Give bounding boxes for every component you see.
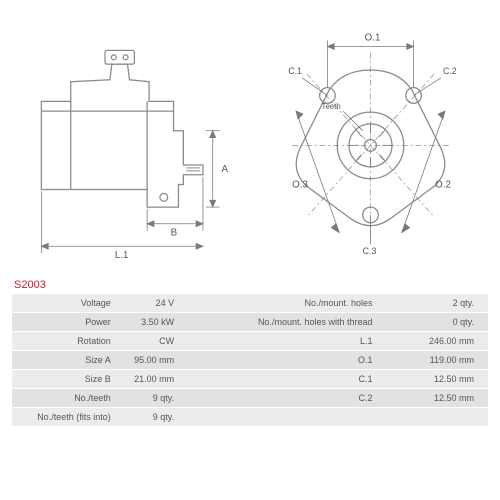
- dim-o2-label: O.2: [435, 180, 451, 191]
- dim-l1-label: L.1: [115, 250, 129, 261]
- spec-label: No./teeth: [12, 389, 117, 408]
- spec-label: Rotation: [12, 332, 117, 351]
- spec-value: 0 qty.: [379, 313, 489, 332]
- spec-value: 12.50 mm: [379, 389, 489, 408]
- spec-value: 9 qty.: [117, 389, 188, 408]
- spec-label: No./mount. holes with thread: [188, 313, 378, 332]
- side-view-diagram: A B L.1: [12, 8, 247, 273]
- part-number: S2003: [14, 279, 488, 291]
- spec-label: C.2: [188, 389, 378, 408]
- table-row: Size B21.00 mmC.112.50 mm: [12, 370, 488, 389]
- diagram-area: A B L.1: [12, 8, 488, 273]
- spec-label: No./mount. holes: [188, 294, 378, 313]
- spec-value: [379, 408, 489, 427]
- spec-label: C.1: [188, 370, 378, 389]
- spec-value: 21.00 mm: [117, 370, 188, 389]
- spec-value: 246.00 mm: [379, 332, 489, 351]
- table-row: Power3.50 kWNo./mount. holes with thread…: [12, 313, 488, 332]
- table-row: RotationCWL.1246.00 mm: [12, 332, 488, 351]
- spec-value: 95.00 mm: [117, 351, 188, 370]
- spec-value: 2 qty.: [379, 294, 489, 313]
- table-row: Voltage24 VNo./mount. holes2 qty.: [12, 294, 488, 313]
- table-row: No./teeth9 qty.C.212.50 mm: [12, 389, 488, 408]
- dim-a-label: A: [222, 164, 229, 175]
- spec-value: 119.00 mm: [379, 351, 489, 370]
- hole-c2-label: C.2: [443, 66, 457, 76]
- spec-value: 12.50 mm: [379, 370, 489, 389]
- spec-table: Voltage24 VNo./mount. holes2 qty.Power3.…: [12, 294, 488, 427]
- spec-value: CW: [117, 332, 188, 351]
- table-row: Size A95.00 mmO.1119.00 mm: [12, 351, 488, 370]
- spec-label: No./teeth (fits into): [12, 408, 117, 427]
- spec-value: 24 V: [117, 294, 188, 313]
- hole-c3-label: C.3: [363, 246, 377, 256]
- spec-label: Voltage: [12, 294, 117, 313]
- dim-o3-label: O.3: [292, 180, 308, 191]
- teeth-label: Teeth: [322, 102, 341, 111]
- hole-c1-label: C.1: [288, 66, 302, 76]
- table-row: No./teeth (fits into)9 qty.: [12, 408, 488, 427]
- spec-label: [188, 408, 378, 427]
- spec-label: Size B: [12, 370, 117, 389]
- front-view-diagram: O.1 O.2 O.3 C.1 C.2 C.3: [253, 8, 488, 273]
- spec-label: Power: [12, 313, 117, 332]
- dim-b-label: B: [171, 227, 178, 238]
- dim-o1-label: O.1: [365, 33, 381, 44]
- spec-label: Size A: [12, 351, 117, 370]
- spec-label: O.1: [188, 351, 378, 370]
- spec-value: 3.50 kW: [117, 313, 188, 332]
- spec-label: L.1: [188, 332, 378, 351]
- spec-value: 9 qty.: [117, 408, 188, 427]
